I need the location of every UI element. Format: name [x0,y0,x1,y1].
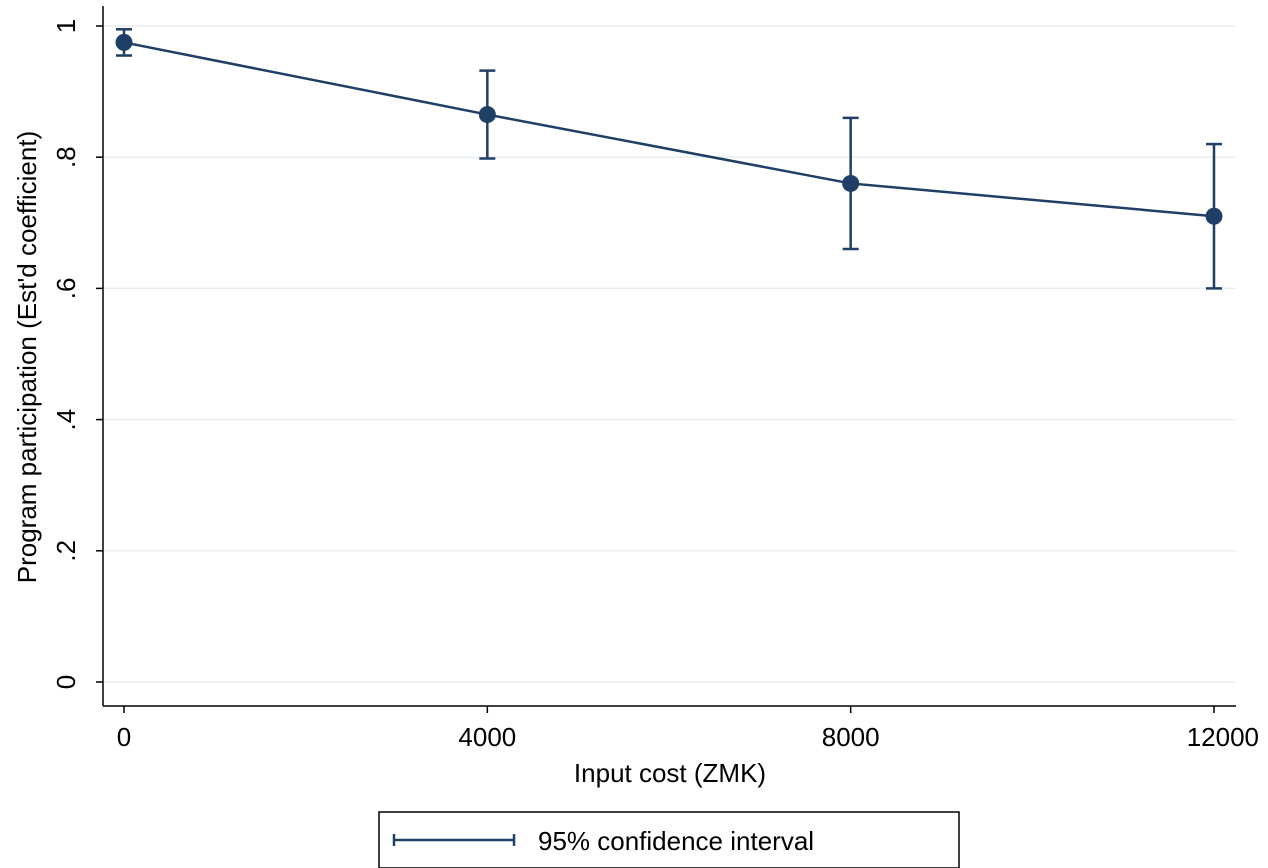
legend-key-ci [392,834,516,846]
data-point [115,33,133,51]
data-point [842,174,860,192]
x-tick-label: 0 [117,722,131,752]
y-axis-title: Program participation (Est'd coefficient… [12,131,42,583]
x-ticks: 0 4000 8000 12000 [117,706,1259,752]
y-ticks: 0 .2 .4 .6 .8 1 [51,19,103,689]
grid-lines [103,25,1236,683]
data-point [478,106,496,124]
x-tick-label: 4000 [458,722,516,752]
y-tick-label: .2 [51,540,81,562]
legend-label: 95% confidence interval [538,826,814,856]
y-tick-label: .4 [51,409,81,431]
data-series [115,28,1223,290]
y-tick-label: 1 [51,19,81,33]
axes [102,6,1236,707]
series-line [123,41,1215,218]
y-tick-label: .6 [51,278,81,300]
x-tick-label: 8000 [822,722,880,752]
x-tick-label: 12000 [1187,722,1259,752]
legend: 95% confidence interval [378,811,960,868]
data-point [1205,207,1223,225]
y-tick-label: 0 [51,675,81,689]
x-axis-title: Input cost (ZMK) [574,758,766,788]
y-tick-label: .8 [51,146,81,168]
